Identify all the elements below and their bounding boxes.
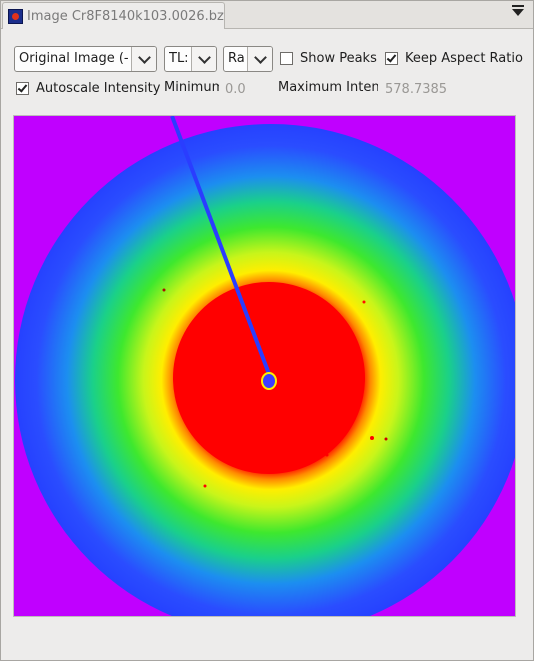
show-peaks-checkbox[interactable]: Show Peaks — [280, 51, 377, 66]
keep-aspect-ratio-checkbox[interactable]: Keep Aspect Ratio — [385, 51, 523, 66]
autoscale-intensity-checkbox[interactable]: Autoscale Intensity — [16, 81, 160, 96]
scale-mode-select[interactable]: Ra — [223, 46, 273, 72]
keep-aspect-ratio-label: Keep Aspect Ratio — [405, 51, 523, 66]
origin-corner-value: TL: — [169, 51, 189, 66]
diffraction-image[interactable] — [14, 116, 515, 616]
image-viewport[interactable] — [13, 115, 516, 617]
image-type-select[interactable]: Original Image (- — [14, 46, 157, 72]
chevron-down-icon — [197, 50, 211, 64]
show-peaks-label: Show Peaks — [300, 51, 377, 66]
scale-mode-value: Ra — [228, 51, 245, 66]
origin-corner-dropdown-button[interactable] — [191, 47, 216, 71]
keep-aspect-ratio-box[interactable] — [385, 52, 398, 65]
minimum-label: Minimum — [164, 80, 219, 95]
image-tab[interactable]: Image Cr8F8140k103.0026.bz2 — [2, 2, 225, 29]
view-menu-chevron-icon[interactable] — [512, 5, 524, 16]
image-type-dropdown-button[interactable] — [131, 47, 156, 71]
origin-corner-select[interactable]: TL: — [164, 46, 217, 72]
maximum-intensity-value: 578.7385 — [385, 82, 448, 97]
autoscale-intensity-label: Autoscale Intensity — [36, 81, 161, 96]
tab-bar: Image Cr8F8140k103.0026.bz2 — [1, 1, 533, 29]
tab-title: Image Cr8F8140k103.0026.bz2 — [27, 8, 225, 24]
autoscale-intensity-box[interactable] — [16, 82, 29, 95]
beam-stop-shadow — [170, 116, 271, 375]
chevron-down-icon — [137, 50, 151, 64]
image-type-value: Original Image (- — [19, 51, 129, 66]
image-view-icon — [8, 8, 23, 24]
minimum-value: 0.0 — [225, 82, 246, 97]
maximum-intensity-label: Maximum Inten — [278, 80, 378, 95]
chevron-down-icon — [253, 50, 267, 64]
show-peaks-box[interactable] — [280, 52, 293, 65]
beam-center — [261, 372, 277, 390]
scale-mode-dropdown-button[interactable] — [247, 47, 272, 71]
